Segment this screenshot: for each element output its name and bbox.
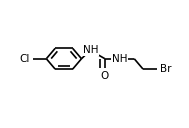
- Text: O: O: [101, 71, 109, 81]
- Text: NH: NH: [112, 54, 127, 64]
- Text: Cl: Cl: [19, 54, 29, 64]
- Text: Br: Br: [160, 64, 171, 74]
- Text: NH: NH: [83, 45, 98, 55]
